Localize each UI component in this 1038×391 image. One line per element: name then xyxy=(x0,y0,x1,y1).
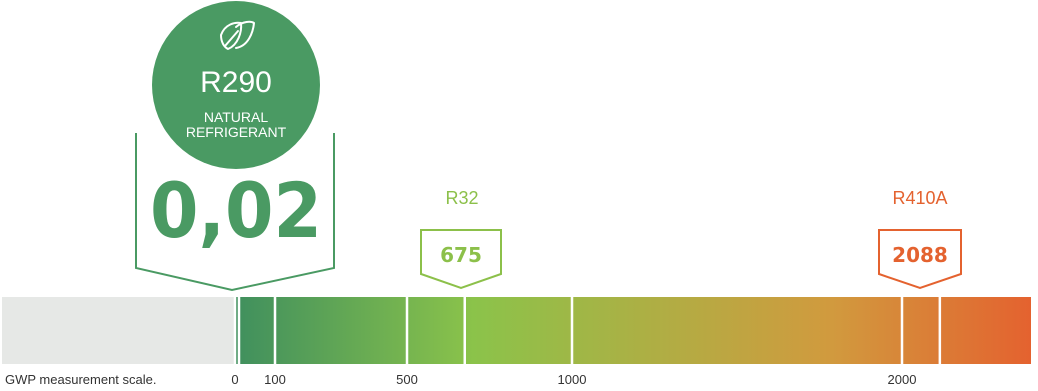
scale-track xyxy=(2,297,234,364)
r290-subtitle-line1: NATURAL xyxy=(204,109,269,125)
tick-label-100: 100 xyxy=(264,372,286,387)
r290-name: R290 xyxy=(200,66,272,99)
r32-callout-outline xyxy=(420,229,502,290)
r290-badge xyxy=(152,1,320,169)
r290-callout-outline xyxy=(135,133,335,292)
scale-gradient-bar xyxy=(234,297,1031,364)
tick-label-2000: 2000 xyxy=(888,372,917,387)
r290-subtitle-line2: REFRIGERANT xyxy=(186,124,287,140)
scale-label: GWP measurement scale. xyxy=(5,372,156,387)
r410a-name: R410A xyxy=(892,188,947,208)
tick-labels: 0 100 500 1000 2000 xyxy=(231,372,916,387)
r32-name: R32 xyxy=(445,188,478,208)
marker-r32: R32 675 xyxy=(420,188,502,290)
r32-value: 675 xyxy=(440,243,482,267)
marker-r290: R290 NATURAL REFRIGERANT 0,02 xyxy=(135,1,335,292)
tick-label-1000: 1000 xyxy=(558,372,587,387)
r410a-callout-outline xyxy=(878,229,962,290)
tick-lines xyxy=(233,297,942,364)
r410a-value: 2088 xyxy=(892,243,948,267)
leaf-icon xyxy=(220,20,255,50)
r290-value: 0,02 xyxy=(150,166,322,255)
tick-label-500: 500 xyxy=(396,372,418,387)
tick-label-0: 0 xyxy=(231,372,238,387)
marker-r410a: R410A 2088 xyxy=(878,188,962,290)
